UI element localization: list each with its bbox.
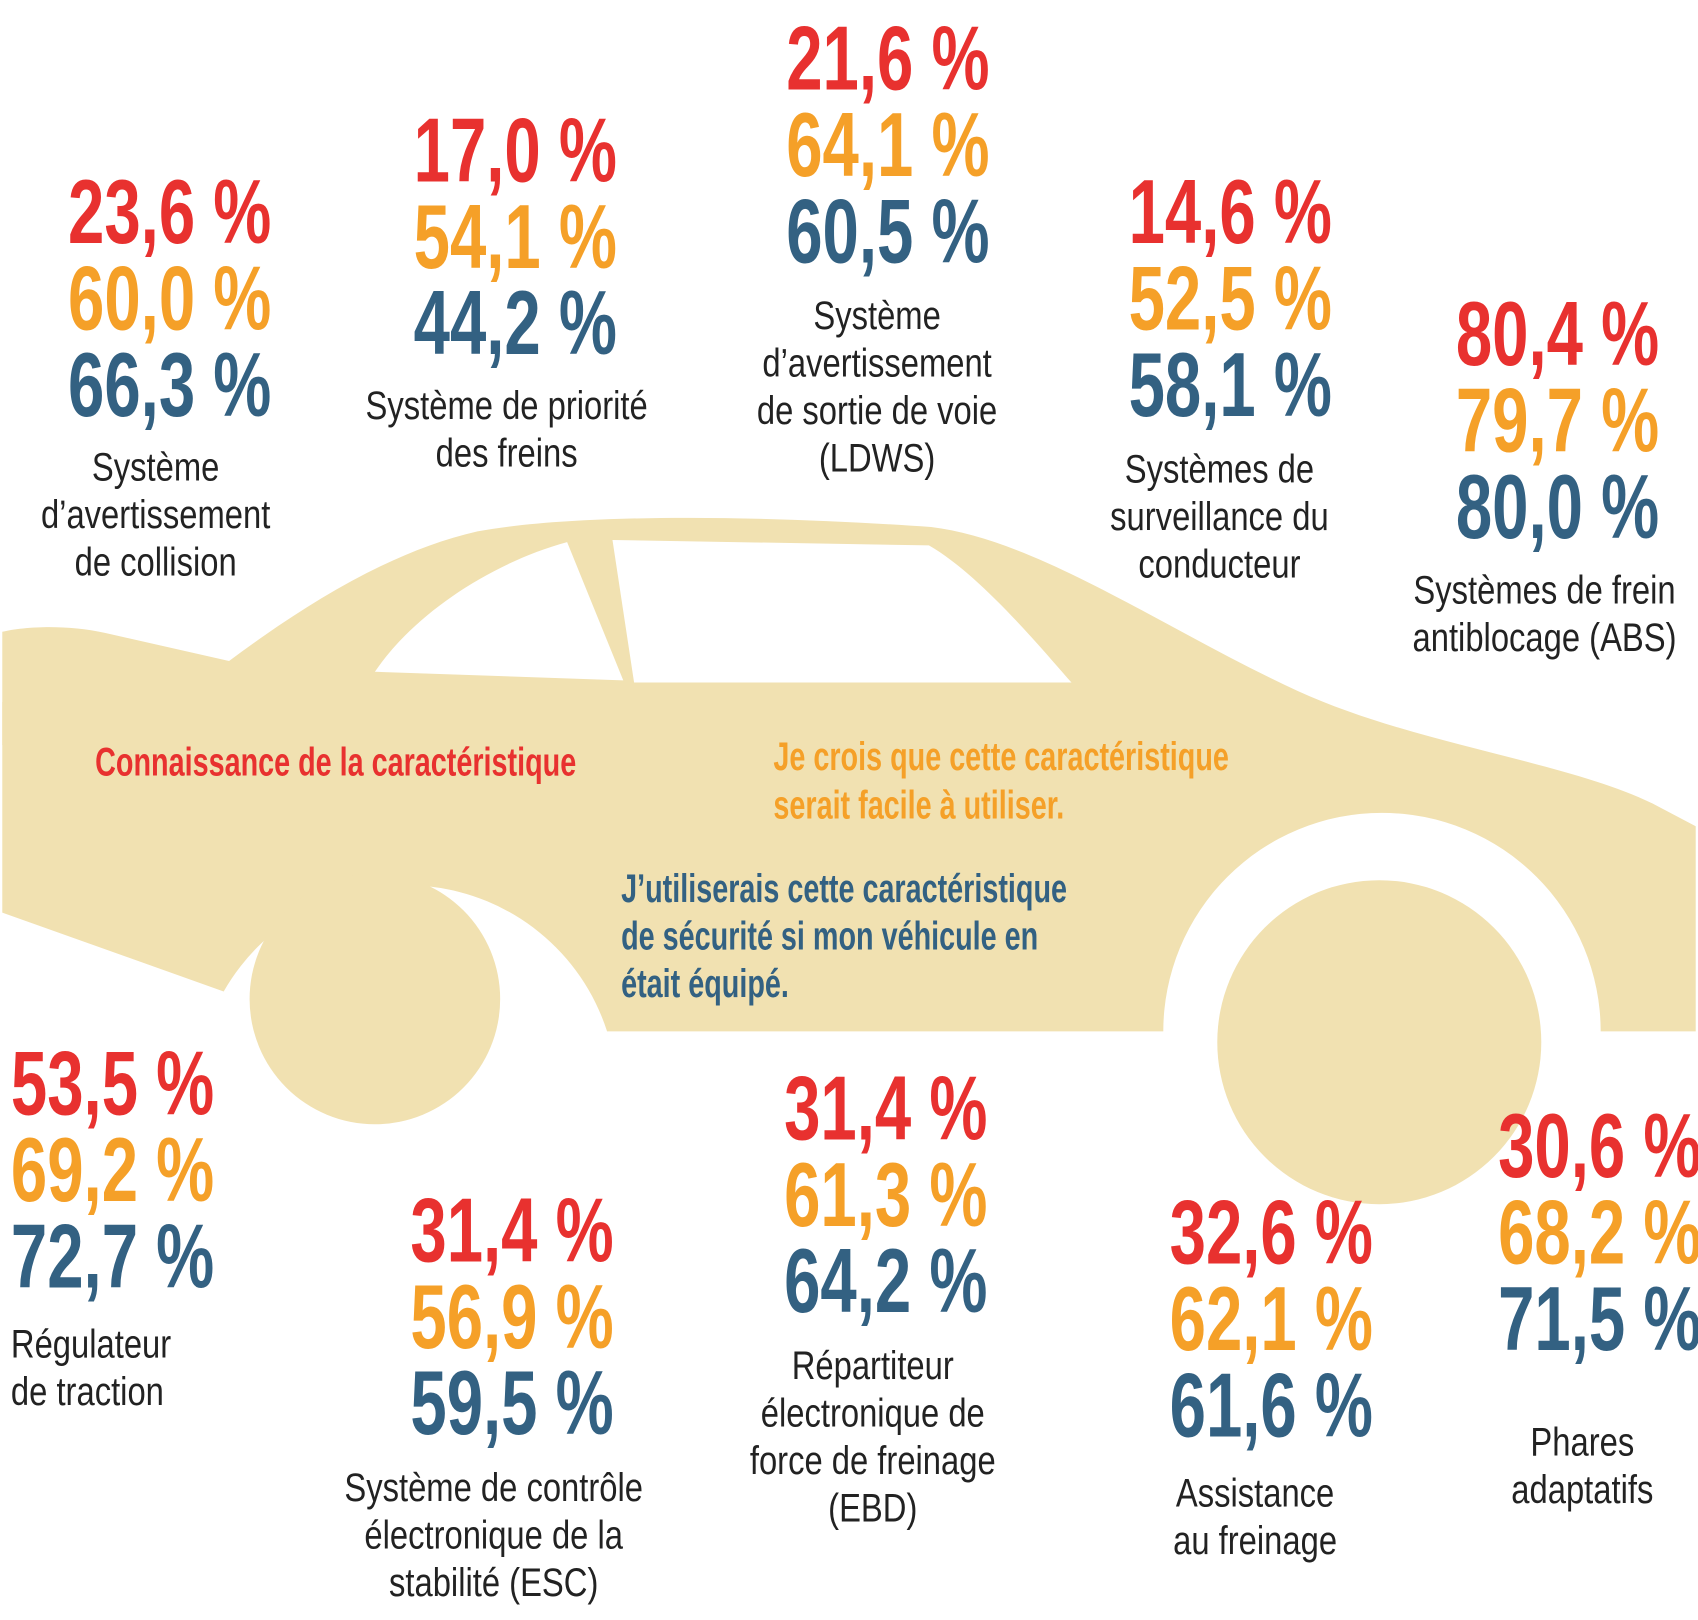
percent-use: 60,5 %: [786, 180, 989, 282]
feature-label: Systèmes de frein: [1413, 567, 1675, 612]
feature-label: d’avertissement: [762, 341, 991, 386]
feature-label: électronique de: [761, 1390, 985, 1435]
feature-label: d’avertissement: [41, 492, 270, 537]
feature-label: des freins: [436, 430, 578, 475]
percent-use: 59,5 %: [410, 1352, 613, 1454]
percent-use: 66,3 %: [68, 333, 271, 435]
feature-label: Système de priorité: [366, 383, 648, 428]
feature-label: Répartiteur: [792, 1343, 954, 1388]
feature-label: Assistance: [1176, 1470, 1334, 1515]
feature-label: Système de contrôle: [344, 1465, 643, 1510]
feature-label: de sortie de voie: [757, 388, 997, 433]
percent-use: 80,0 %: [1456, 455, 1659, 557]
legend-ease: serait facile à utiliser.: [773, 783, 1064, 828]
percent-use: 71,5 %: [1498, 1267, 1698, 1369]
infographic: Connaissance de la caractéristique Je cro…: [0, 0, 1698, 1620]
feature-label: surveillance du: [1110, 494, 1329, 539]
feature-label: antiblocage (ABS): [1412, 615, 1676, 660]
legend-use: de sécurité si mon véhicule en: [621, 914, 1038, 959]
feature-label: conducteur: [1138, 541, 1300, 586]
percent-use: 61,6 %: [1170, 1354, 1373, 1456]
feature-label: au freinage: [1173, 1518, 1337, 1563]
feature-label: électronique de la: [364, 1512, 623, 1557]
feature-label: (EBD): [828, 1485, 917, 1530]
legend-awareness: Connaissance de la caractéristique: [95, 740, 576, 785]
legend-use: J’utiliserais cette caractéristique: [621, 866, 1067, 911]
feature-label: force de freinage: [750, 1438, 996, 1483]
feature-label: Système: [813, 293, 940, 338]
feature-label: de traction: [11, 1369, 164, 1414]
percent-use: 44,2 %: [414, 272, 617, 374]
feature-label: Système: [92, 444, 219, 489]
feature-label: Régulateur: [11, 1321, 171, 1366]
percent-use: 58,1 %: [1129, 333, 1332, 435]
feature-label: adaptatifs: [1511, 1467, 1653, 1512]
percent-use: 72,7 %: [11, 1205, 214, 1307]
legend-use: était équipé.: [621, 961, 789, 1006]
feature-label: Systèmes de: [1125, 446, 1314, 491]
page: Connaissance de la caractéristique Je cro…: [0, 0, 1698, 1620]
legend-ease: Je crois que cette caractéristique: [773, 734, 1228, 779]
feature-label: Phares: [1530, 1420, 1634, 1465]
percent-use: 64,2 %: [784, 1230, 987, 1332]
feature-label: stabilité (ESC): [389, 1560, 598, 1605]
feature-label: de collision: [75, 539, 237, 584]
feature-label: (LDWS): [819, 436, 935, 481]
